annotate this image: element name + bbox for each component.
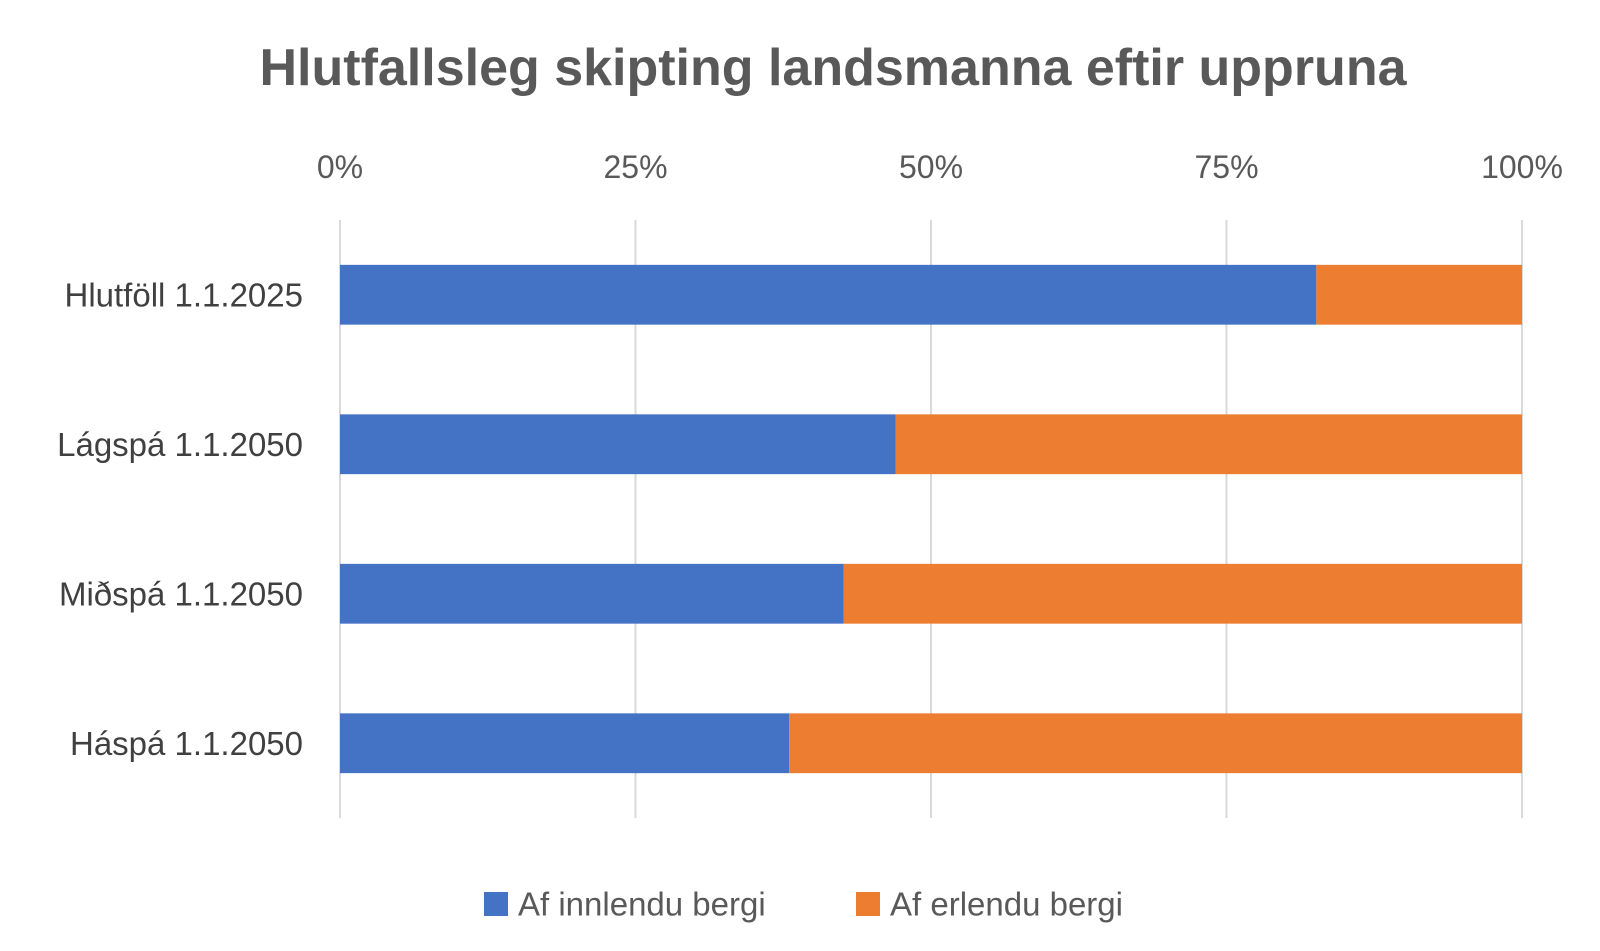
- category-label: Lágspá 1.1.2050: [57, 426, 303, 463]
- bar-segment-innlendu: [340, 713, 790, 774]
- legend: Af innlendu bergi Af erlendu bergi: [484, 886, 1123, 923]
- x-axis-ticks: 0% 25% 50% 75% 100%: [317, 149, 1563, 185]
- bar-segment-erlendu: [1316, 264, 1522, 325]
- x-tick-label: 100%: [1481, 149, 1563, 185]
- legend-swatch: [856, 892, 880, 916]
- bar-segment-erlendu: [895, 414, 1522, 475]
- x-tick-label: 0%: [317, 149, 363, 185]
- chart-title: Hlutfallsleg skipting landsmanna eftir u…: [259, 39, 1407, 97]
- x-tick-label: 25%: [603, 149, 667, 185]
- category-labels: Hlutföll 1.1.2025 Lágspá 1.1.2050 Miðspá 1…: [57, 276, 303, 762]
- bar-segment-erlendu: [843, 563, 1522, 624]
- x-tick-label: 50%: [899, 149, 963, 185]
- bar-segment-innlendu: [340, 563, 844, 624]
- legend-label: Af innlendu bergi: [518, 886, 766, 923]
- bar-segment-erlendu: [789, 713, 1522, 774]
- bar-segment-innlendu: [340, 414, 896, 475]
- x-tick-label: 75%: [1194, 149, 1258, 185]
- category-label: Hlutföll 1.1.2025: [65, 276, 304, 313]
- legend-swatch: [484, 892, 508, 916]
- category-label: Miðspá 1.1.2050: [59, 575, 303, 612]
- bars: [340, 264, 1522, 774]
- category-label: Háspá 1.1.2050: [70, 725, 303, 762]
- legend-label: Af erlendu bergi: [890, 886, 1123, 923]
- bar-segment-innlendu: [340, 264, 1317, 325]
